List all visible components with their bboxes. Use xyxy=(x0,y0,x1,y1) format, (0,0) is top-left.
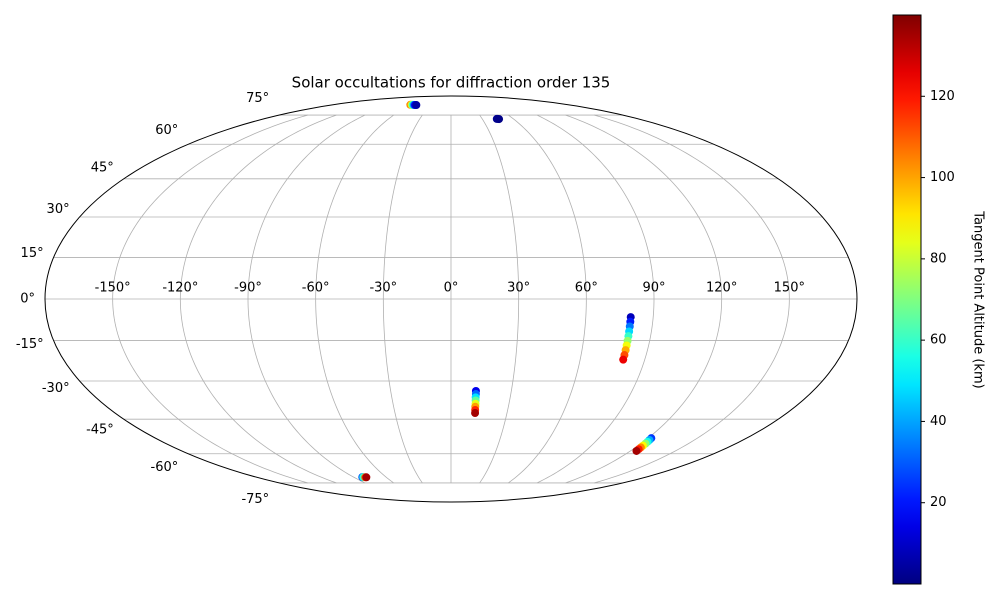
chart-title: Solar occultations for diffraction order… xyxy=(292,74,611,92)
data-point xyxy=(632,446,641,455)
colorbar-tick-label: 100 xyxy=(930,170,955,185)
grid-line xyxy=(179,114,337,484)
grid-line xyxy=(112,114,308,484)
colorbar-tick-label: 20 xyxy=(930,495,947,510)
grid-line xyxy=(315,114,394,484)
y-tick-label: -15° xyxy=(16,337,44,352)
x-tick-label: -90° xyxy=(234,281,262,296)
grid-line xyxy=(508,114,587,484)
grid-line xyxy=(536,114,655,484)
y-tick-label: 15° xyxy=(21,246,44,261)
x-tick-label: -150° xyxy=(95,281,131,296)
y-tick-label: -75° xyxy=(241,492,269,507)
grid-line xyxy=(382,114,423,484)
y-tick-label: 75° xyxy=(246,91,269,106)
colorbar-tick-label: 40 xyxy=(930,414,947,429)
colorbar-tick-label: 60 xyxy=(930,333,947,348)
grid-line xyxy=(247,114,366,484)
colorbar xyxy=(892,14,922,585)
grid-line xyxy=(565,114,723,484)
grid-line xyxy=(479,114,520,484)
x-tick-label: 150° xyxy=(774,281,805,296)
y-tick-label: -45° xyxy=(86,423,114,438)
points xyxy=(358,100,656,482)
data-point xyxy=(471,409,480,418)
data-point xyxy=(495,115,504,124)
grid xyxy=(45,114,857,484)
x-tick-label: -120° xyxy=(162,281,198,296)
y-tick-label: -60° xyxy=(151,460,179,475)
map-boundary xyxy=(44,95,858,503)
x-tick-label: 0° xyxy=(444,281,459,296)
x-tick-label: 90° xyxy=(642,281,665,296)
y-tick-label: 60° xyxy=(155,123,178,138)
y-tick-label: 0° xyxy=(20,292,35,307)
x-tick-label: 120° xyxy=(706,281,737,296)
data-point xyxy=(619,355,628,364)
colorbar-tick-label: 120 xyxy=(930,89,955,104)
y-tick-label: 45° xyxy=(91,160,114,175)
y-tick-label: 30° xyxy=(47,202,70,217)
y-tick-label: -30° xyxy=(42,381,70,396)
x-tick-label: -60° xyxy=(302,281,330,296)
x-tick-label: 30° xyxy=(507,281,530,296)
data-point xyxy=(412,101,421,110)
data-point xyxy=(362,473,371,482)
colorbar-label: Tangent Point Altitude (km) xyxy=(971,210,986,388)
x-tick-label: -30° xyxy=(369,281,397,296)
colorbar-tick-label: 80 xyxy=(930,251,947,266)
x-tick-label: 60° xyxy=(575,281,598,296)
grid-line xyxy=(594,114,790,484)
